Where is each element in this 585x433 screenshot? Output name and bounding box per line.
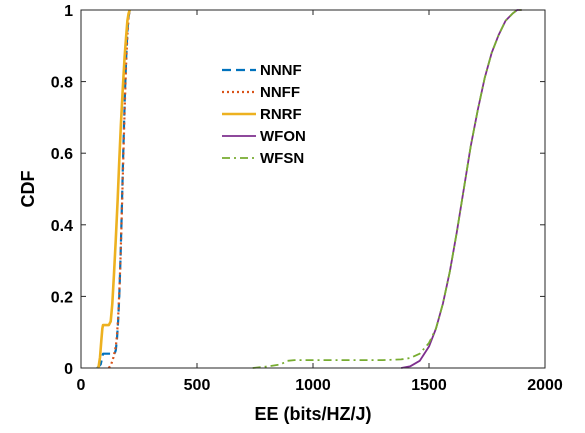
- axes-frame: [80, 9, 546, 369]
- y-tick-label: 0.4: [51, 218, 73, 235]
- y-tick-label: 0: [64, 361, 73, 378]
- series-line-nnff: [107, 9, 131, 369]
- series-line-wfon: [400, 9, 522, 369]
- y-tick-label: 0.6: [51, 146, 73, 163]
- legend-label-wfsn: WFSN: [260, 150, 304, 167]
- series-layer: [96, 9, 522, 369]
- series-line-wfsn: [252, 9, 522, 369]
- y-tick-label: 0.8: [51, 75, 73, 92]
- x-tick-label: 1000: [295, 377, 331, 394]
- x-tick-label: 0: [77, 377, 86, 394]
- legend-label-nnnf: NNNF: [260, 62, 302, 79]
- x-axis-label: EE (bits/HZ/J): [254, 404, 371, 424]
- legend: NNNF NNFF RNRF WFON WFSN: [222, 62, 306, 167]
- y-tick-label: 0.2: [51, 289, 73, 306]
- y-tick-label: 1: [64, 3, 73, 20]
- y-axis-label: CDF: [18, 171, 38, 208]
- legend-label-wfon: WFON: [260, 128, 306, 145]
- x-tick-label: 500: [184, 377, 211, 394]
- series-line-rnrf: [97, 9, 131, 369]
- labels-layer: EE (bits/HZ/J) CDF: [18, 171, 372, 425]
- legend-label-nnff: NNFF: [260, 84, 300, 101]
- x-tick-label: 1500: [411, 377, 447, 394]
- x-tick-label: 2000: [527, 377, 563, 394]
- ticks-layer: 0 500 1000 1500 2000 0 0.2 0.4 0.6 0.8 1: [51, 3, 563, 394]
- legend-label-rnrf: RNRF: [260, 106, 302, 123]
